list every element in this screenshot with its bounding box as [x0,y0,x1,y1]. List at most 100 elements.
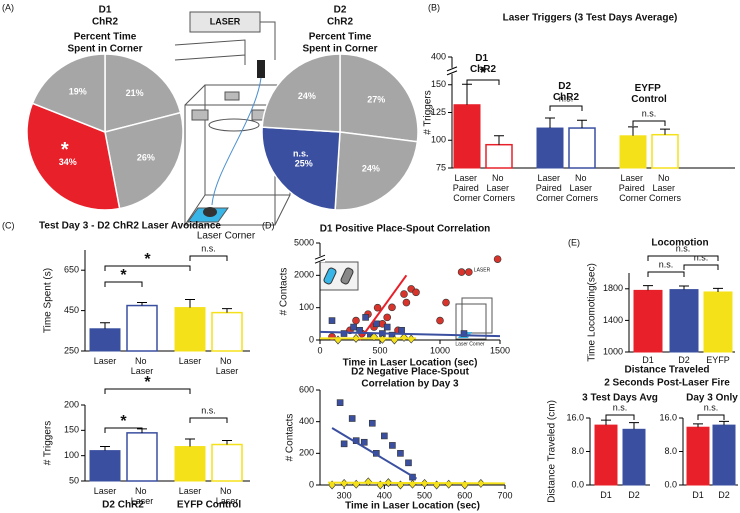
bar [703,291,733,353]
bar [686,426,710,486]
point [388,303,396,312]
panel-letter: (D) [262,220,275,230]
slice-label: 34% [59,157,77,167]
mini-corner-label: Laser Corner [455,341,485,347]
laser-arm [174,21,276,65]
significance-bracket [647,271,685,277]
spout-icon [340,267,354,285]
significance-label: * [480,65,487,82]
bar [89,450,121,482]
significance-label: n.s. [676,243,691,253]
point [457,268,466,276]
point [368,419,376,427]
y-tick-label: 200 [64,399,79,409]
chart-title: D1 [99,5,112,16]
group-label: EYFP Control [177,500,241,511]
x-tick-label: D1 [642,355,654,365]
x-axis-label: Time in Laser Location (sec) [343,358,478,369]
slice-label: 19% [69,86,87,96]
bar [633,289,663,353]
slice-label: 24% [298,91,316,101]
point [405,459,412,467]
error-bar [629,422,639,430]
group-label: EYFP Control [631,83,667,105]
y-axis-label: Distance Traveled (cm) [547,400,558,503]
point [383,323,391,331]
significance-label: n.s. [704,402,719,412]
point [381,432,388,440]
x-tick-label: 500 [372,345,387,355]
y-tick-label: 100 [299,302,314,312]
mini-box [455,303,487,340]
x-tick-label: Laser Paired Corner [619,173,648,203]
point [360,438,368,446]
error-bar [660,128,670,135]
significance-label: * [120,413,127,430]
chart-title: Day 3 Only [686,393,738,404]
x-tick-label: No Laser Corners [649,173,682,203]
y-tick-label: 400 [431,51,446,61]
significance-bracket [104,388,191,394]
mouse [203,207,217,217]
point [460,330,468,337]
fit-line [328,481,506,485]
y-tick-label: 50 [69,475,79,485]
y-tick-label: 0.0 [664,479,677,489]
error-bar [719,420,729,426]
point [397,450,404,457]
x-tick-label: Laser Paired Corner [453,173,482,203]
chart-title: Test Day 3 - D2 ChR2 Laser Avoidance [39,221,221,232]
significance-bracket [104,281,143,287]
bar [126,304,158,352]
bar [89,328,121,352]
x-tick-label: 700 [497,490,512,500]
y-axis-label: Time Spent (s) [43,268,54,333]
y-tick-label: 16.0 [566,412,584,422]
group-label: D2 ChR2 [102,500,144,511]
x-tick-label: No Laser Corners [566,173,599,203]
chart-title: D2 [334,5,347,16]
spout-icon [323,267,337,285]
error-bar [462,83,472,105]
point [493,255,502,263]
chart-title: Correlation by Day 3 [361,379,459,390]
corner-label: Laser Corner [197,231,256,242]
chart-label: Spent in Corner [67,44,142,55]
significance-bracket [632,120,666,126]
chart-title: Laser Triggers (3 Test Days Average) [503,13,678,24]
chart-suptitle: 2 Seconds Post-Laser Fire [604,378,730,389]
x-axis-label: Time in Laser Location (sec) [345,501,480,512]
x-tick-label: D2 [718,490,730,500]
point [362,314,369,321]
slice-label: 26% [137,152,155,162]
chart-title: D2 Negative Place-Spout [351,367,469,378]
point [383,313,392,322]
bar [453,104,481,169]
bar [211,311,243,352]
y-tick-label: 400 [299,416,314,426]
fiber-cable [211,77,262,206]
panel-letter: (B) [428,2,440,12]
bar [174,446,206,482]
chart-label: Percent Time [74,32,137,43]
error-bar [679,285,689,290]
x-tick-label: 1000 [430,345,450,355]
error-bar [693,423,703,428]
error-bar [601,419,611,426]
x-tick-label: D1 [600,490,612,500]
error-bar [494,135,504,145]
pie-slice [104,111,184,210]
point [352,316,360,325]
y-tick-label: 1800 [603,283,623,293]
bar [594,424,618,486]
mini-box [461,297,493,334]
group-label: D2 ChR2 [553,81,580,103]
chart-suptitle: Distance Traveled [624,365,709,376]
x-tick-label: 600 [457,490,472,500]
error-bar [713,287,723,292]
y-tick-label: 0 [309,334,314,344]
bar [712,424,736,486]
error-bar [643,285,653,291]
y-tick-label: 16.0 [659,412,677,422]
bar [622,428,646,486]
